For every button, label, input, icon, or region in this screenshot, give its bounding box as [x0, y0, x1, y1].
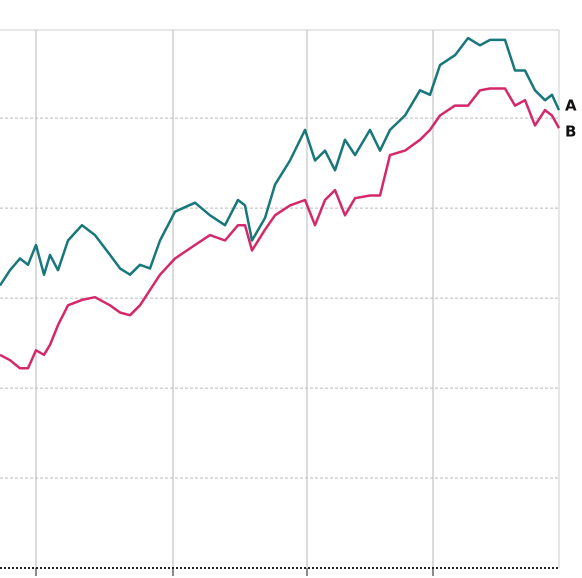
series-line — [0, 36, 561, 287]
series-line — [0, 87, 561, 370]
series-label: B — [565, 123, 576, 141]
series-label: A — [565, 97, 577, 115]
